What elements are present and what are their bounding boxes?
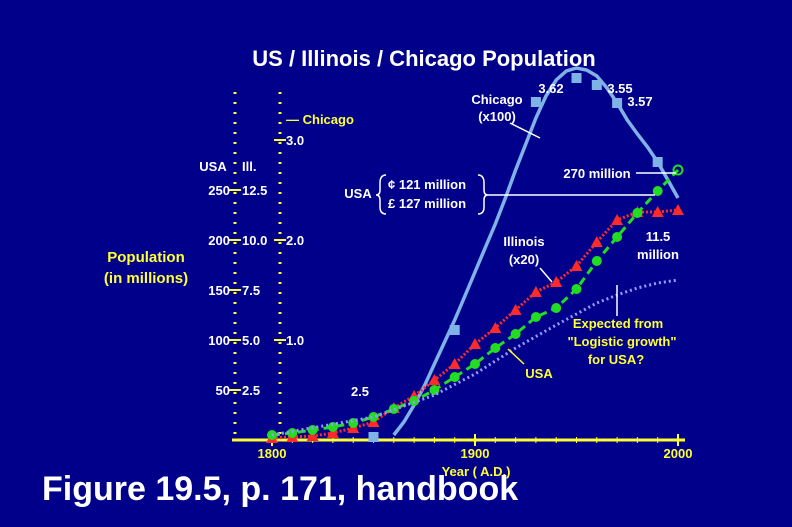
- usa-right-brace: [477, 174, 489, 215]
- illinois-tick-label: 12.5: [242, 183, 267, 198]
- data-point-triangle: [611, 214, 624, 225]
- data-point-circle: [672, 164, 684, 176]
- chicago-value-1960: 3.55: [607, 81, 632, 96]
- illinois-leader-line: [539, 267, 553, 283]
- data-point-triangle: [570, 260, 583, 271]
- data-point-circle: [612, 232, 623, 242]
- data-point-circle: [470, 359, 480, 369]
- axes: USA Ill. — Chicago 50 100 150 200 250 2.5 5.0 7.5 1…: [199, 92, 692, 461]
- data-point-square: [449, 325, 460, 335]
- data-point-circle: [510, 329, 521, 339]
- data-point-triangle: [590, 236, 603, 247]
- data-point-square: [530, 97, 541, 107]
- illinois-tick-label: 5.0: [242, 333, 260, 348]
- usa-tick-label: 50: [216, 383, 230, 398]
- data-point-circle: [449, 372, 460, 382]
- chicago-axis-header: — Chicago: [286, 112, 354, 127]
- x-tick-label: 1900: [461, 446, 490, 461]
- logistic-label-3: for USA?: [588, 352, 644, 367]
- series-line: [392, 66, 680, 437]
- usa-estimate-1: ¢ 121 million: [388, 177, 466, 192]
- y-axis-label-line2: (in millions): [104, 270, 188, 287]
- data-point-square: [612, 98, 623, 108]
- chicago-value-1970: 3.57: [627, 94, 652, 109]
- data-point-triangle: [469, 338, 481, 349]
- data-point-circle: [490, 343, 501, 353]
- data-point-triangle: [672, 204, 684, 215]
- data-point-triangle: [428, 374, 441, 385]
- figure-caption: Figure 19.5, p. 171, handbook: [42, 470, 519, 508]
- chicago-value-1950: 3.62: [538, 81, 563, 96]
- usa-series-label: USA: [525, 366, 553, 381]
- x-axis-label: Year ( A.D.): [442, 464, 511, 479]
- data-point-triangle: [448, 358, 461, 369]
- usa-tick-label: 250: [208, 183, 230, 198]
- usa-axis-header: USA: [199, 159, 227, 174]
- data-point-triangle: [550, 276, 563, 287]
- illinois-2000-value: 11.5: [646, 229, 671, 244]
- x-tick-label: 1800: [258, 446, 287, 461]
- illinois-axis-header: Ill.: [242, 159, 256, 174]
- data-point-circle: [652, 186, 663, 196]
- illinois-series-label-2: (x20): [509, 252, 539, 267]
- illinois-tick-label: 7.5: [242, 283, 260, 298]
- chicago-tick-label: 3.0: [286, 133, 304, 148]
- series-layer: [266, 66, 684, 443]
- data-point-circle: [327, 422, 338, 432]
- data-point-circle: [368, 412, 379, 422]
- chicago-leader-line: [509, 122, 541, 139]
- usa-brace-label: USA: [344, 186, 372, 201]
- data-point-triangle: [529, 286, 542, 297]
- x-tick-label: 2000: [664, 446, 693, 461]
- usa-tick-label: 200: [208, 233, 230, 248]
- data-point-square: [571, 73, 582, 83]
- data-point-square: [591, 80, 602, 90]
- data-point-circle: [632, 208, 643, 218]
- usa-leader-line: [507, 348, 525, 365]
- data-point-circle: [591, 256, 602, 266]
- data-point-circle: [530, 312, 541, 322]
- series-0: [368, 66, 680, 442]
- usa-2000-value: 270 million: [563, 166, 630, 181]
- chicago-tick-label: 2.0: [286, 233, 304, 248]
- data-point-triangle: [651, 206, 664, 217]
- chart-title: US / Illinois / Chicago Population: [252, 46, 595, 71]
- series-3: [271, 278, 679, 437]
- usa-tick-label: 100: [208, 333, 230, 348]
- chicago-series-label-2: (x100): [478, 109, 516, 124]
- chicago-series-label: Chicago: [471, 92, 522, 107]
- chicago-value-low: 2.5: [351, 384, 369, 399]
- usa-left-brace: [375, 174, 387, 215]
- illinois-tick-label: 2.5: [242, 383, 260, 398]
- data-point-square: [368, 432, 379, 442]
- series-2: [267, 164, 684, 440]
- data-point-triangle: [306, 430, 319, 441]
- usa-tick-label: 150: [208, 283, 230, 298]
- logistic-label-1: Expected from: [573, 316, 663, 331]
- data-point-circle: [571, 284, 582, 294]
- illinois-2000-unit: million: [637, 247, 679, 262]
- data-point-square: [652, 157, 663, 167]
- series-line: [271, 208, 679, 440]
- data-point-triangle: [326, 427, 339, 438]
- y-axis-label-line1: Population: [107, 249, 185, 266]
- logistic-label-2: "Logistic growth": [567, 334, 676, 349]
- usa-estimate-2: £ 127 million: [388, 196, 466, 211]
- data-point-circle: [287, 428, 298, 438]
- illinois-tick-label: 10.0: [242, 233, 267, 248]
- data-point-triangle: [509, 304, 522, 315]
- data-point-triangle: [489, 322, 502, 333]
- illinois-series-label: Illinois: [503, 234, 544, 249]
- data-point-circle: [307, 425, 318, 435]
- series-line: [271, 168, 680, 437]
- chicago-tick-label: 1.0: [286, 333, 304, 348]
- series-line: [271, 278, 679, 437]
- annotations: Chicago (x100) 3.62 3.553.57 2.5 USA ¢ 121 mil…: [344, 81, 679, 399]
- data-point-circle: [551, 303, 562, 313]
